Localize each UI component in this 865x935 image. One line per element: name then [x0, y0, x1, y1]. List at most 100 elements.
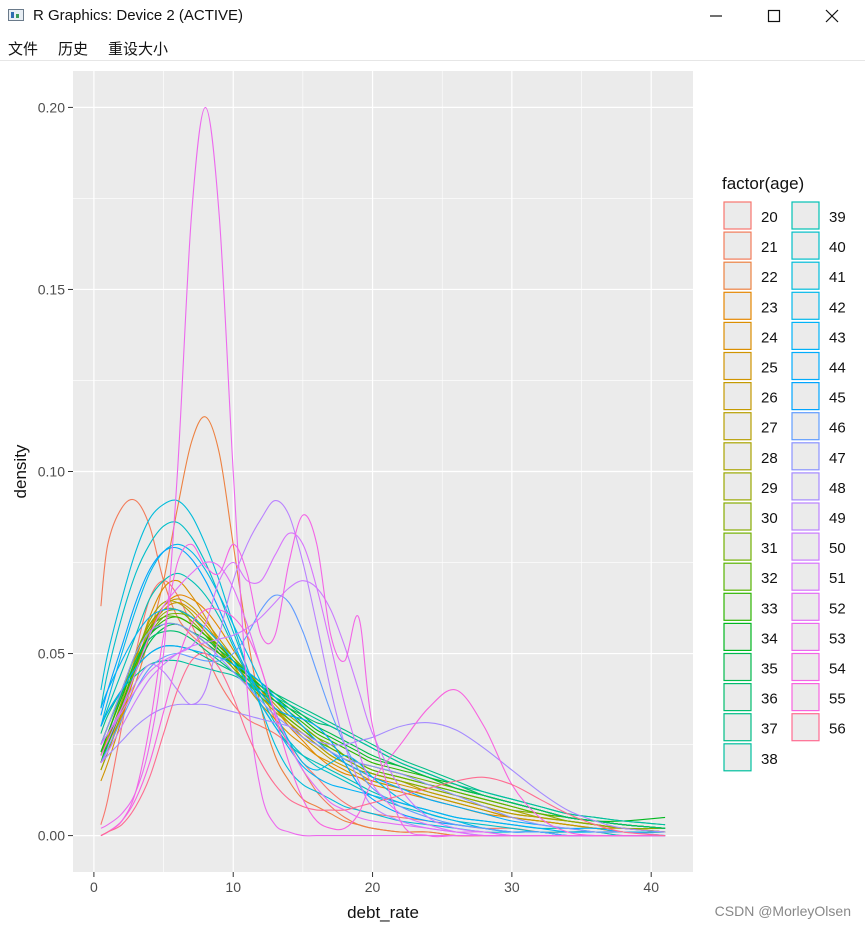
legend-label-age-54: 54: [829, 661, 846, 678]
legend-label-age-49: 49: [829, 510, 846, 527]
legend-key-age-23: [723, 291, 752, 320]
legend-label-age-50: 50: [829, 540, 846, 557]
legend-key-age-32: [723, 562, 752, 591]
title-bar: R Graphics: Device 2 (ACTIVE): [0, 0, 865, 32]
menu-bar: 文件 历史 重设大小: [0, 32, 865, 61]
legend-label-age-55: 55: [829, 691, 846, 708]
density-line-age-36: [100, 630, 666, 829]
legend-key-age-26: [723, 382, 752, 411]
legend-label-age-48: 48: [829, 480, 846, 497]
y-tick-label: 0.15: [38, 281, 65, 297]
legend-key-age-41: [791, 261, 820, 290]
legend-key-age-54: [791, 652, 820, 682]
legend-key-age-43: [791, 321, 820, 350]
menu-resize[interactable]: 重设大小: [108, 40, 169, 58]
r-graphics-app-icon: [8, 9, 24, 21]
legend-key-age-51: [791, 562, 820, 591]
legend-label-age-40: 40: [829, 239, 846, 256]
legend-label-age-39: 39: [829, 209, 846, 226]
legend-label-age-32: 32: [761, 570, 778, 587]
y-tick-label: 0.20: [38, 99, 65, 115]
legend-label-age-47: 47: [829, 450, 846, 467]
legend-label-age-43: 43: [829, 329, 846, 346]
density-line-age-48: [100, 703, 666, 833]
x-axis-title: debt_rate: [347, 903, 419, 922]
watermark: CSDN @MorleyOlsen: [714, 903, 851, 919]
legend-label-age-25: 25: [761, 360, 778, 377]
legend-key-age-24: [723, 321, 752, 350]
legend-label-age-46: 46: [829, 420, 846, 437]
legend-key-age-22: [723, 261, 752, 290]
density-line-age-44: [100, 645, 666, 833]
maximize-icon: [767, 9, 781, 23]
legend-key-age-50: [791, 532, 820, 561]
legend-key-age-21: [723, 231, 752, 260]
minimize-icon: [710, 15, 722, 17]
legend-key-age-36: [723, 682, 752, 712]
density-line-age-40: [100, 521, 666, 837]
legend-label-age-29: 29: [761, 480, 778, 497]
legend-label-age-53: 53: [829, 630, 846, 647]
legend-key-age-30: [723, 502, 752, 531]
legend-label-age-26: 26: [761, 390, 778, 407]
x-tick-label: 10: [225, 879, 241, 895]
legend-key-age-44: [791, 351, 820, 381]
legend-key-age-29: [723, 472, 752, 501]
legend-key-age-52: [791, 592, 820, 621]
legend-label-age-41: 41: [829, 269, 846, 286]
minimize-button[interactable]: [687, 0, 745, 32]
legend-key-age-48: [791, 472, 820, 501]
menu-file[interactable]: 文件: [8, 40, 39, 58]
legend-title: factor(age): [722, 174, 804, 193]
legend-key-age-34: [723, 622, 752, 652]
legend-key-age-25: [723, 351, 752, 381]
legend-label-age-56: 56: [829, 721, 846, 738]
legend-key-age-37: [723, 713, 752, 742]
legend-key-age-28: [723, 442, 752, 471]
close-icon: [825, 9, 839, 23]
y-tick-label: 0.00: [38, 828, 65, 844]
legend-key-age-47: [791, 442, 820, 471]
legend-label-age-44: 44: [829, 360, 846, 377]
legend-key-age-46: [791, 412, 820, 441]
density-line-age-54: [100, 514, 666, 838]
legend-key-age-27: [723, 412, 752, 441]
legend-key-age-31: [723, 532, 752, 561]
legend-key-age-33: [723, 592, 752, 621]
density-line-age-32: [100, 615, 666, 829]
menu-history[interactable]: 历史: [58, 40, 89, 58]
legend-label-age-27: 27: [761, 420, 778, 437]
legend-key-age-45: [791, 382, 820, 411]
legend-label-age-34: 34: [761, 630, 778, 647]
legend-label-age-30: 30: [761, 510, 778, 527]
legend-key-age-49: [791, 502, 820, 531]
legend-label-age-45: 45: [829, 390, 846, 407]
legend-key-age-53: [791, 622, 820, 652]
legend-key-age-35: [723, 652, 752, 682]
legend-label-age-51: 51: [829, 570, 846, 587]
legend-key-age-55: [791, 682, 820, 712]
density-chart: 0 10 20 30 40 0.00 0.05 0.10 0.15 0.20 debt_rate de…: [11, 71, 846, 922]
legend-key-age-56: [791, 713, 820, 742]
legend-key-age-40: [791, 231, 820, 260]
legend-label-age-22: 22: [761, 269, 778, 286]
legend-label-age-23: 23: [761, 299, 778, 316]
y-axis-title: density: [11, 444, 30, 498]
y-tick-label: 0.10: [38, 464, 65, 480]
close-button[interactable]: [803, 0, 861, 32]
x-tick-label: 20: [365, 879, 381, 895]
legend-key-age-20: [723, 201, 752, 230]
legend-label-age-21: 21: [761, 239, 778, 256]
legend-label-age-28: 28: [761, 450, 778, 467]
window-title: R Graphics: Device 2 (ACTIVE): [33, 7, 244, 24]
density-line-age-56: [100, 652, 666, 837]
plot-area: 0 10 20 30 40 0.00 0.05 0.10 0.15 0.20 debt_rate de…: [0, 61, 865, 930]
maximize-button[interactable]: [745, 0, 803, 32]
legend-label-age-31: 31: [761, 540, 778, 557]
legend-label-age-38: 38: [761, 751, 778, 768]
legend-key-age-38: [723, 743, 752, 772]
x-tick-label: 0: [90, 879, 98, 895]
density-line-age-43: [100, 608, 666, 837]
legend-label-age-42: 42: [829, 299, 846, 316]
legend-label-age-52: 52: [829, 600, 846, 617]
